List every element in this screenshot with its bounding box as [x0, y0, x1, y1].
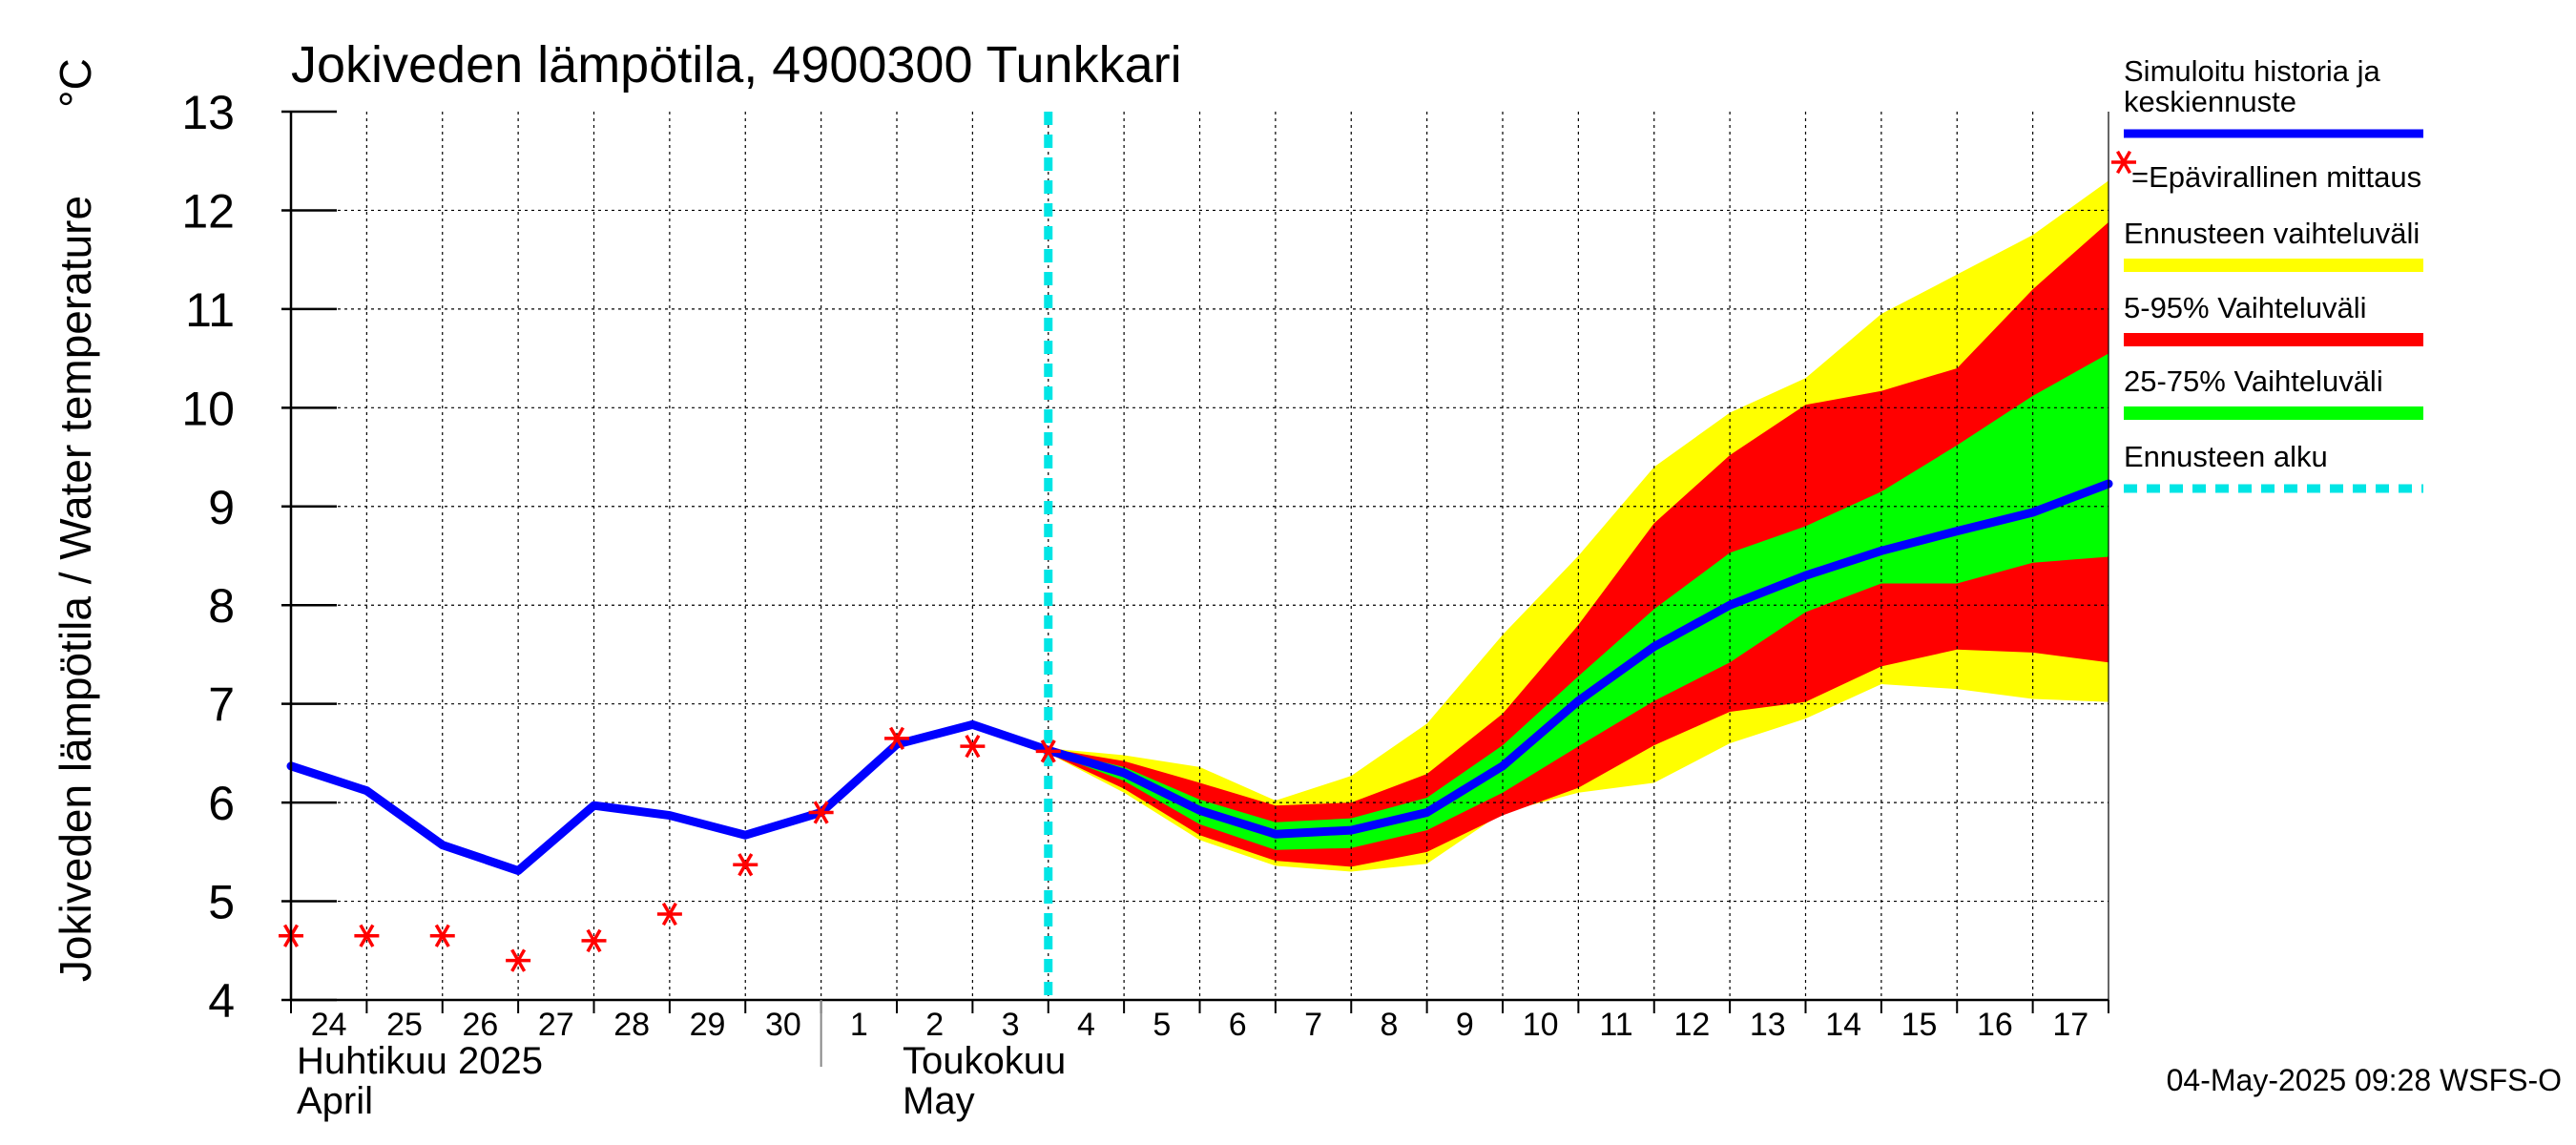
legend-item-5: Ennusteen alku [2124, 440, 2423, 493]
timestamp: 04-May-2025 09:28 WSFS-O [2167, 1063, 2562, 1097]
x-tick-label: 25 [386, 1007, 423, 1043]
plot-area [279, 112, 2113, 1000]
x-tick-label: 27 [538, 1007, 574, 1043]
legend-label: 25-75% Vaihteluväli [2124, 364, 2383, 398]
x-tick-label: 12 [1674, 1007, 1711, 1043]
x-tick-label: 26 [463, 1007, 499, 1043]
legend-label: =Epävirallinen mittaus [2131, 160, 2421, 194]
y-axis-label: Jokiveden lämpötila / Water temperature [51, 196, 100, 982]
month-label-en-0: April [297, 1080, 373, 1122]
y-tick-label: 6 [208, 777, 235, 830]
x-tick-label: 1 [850, 1007, 868, 1043]
chart-title: Jokiveden lämpötila, 4900300 Tunkkari [291, 36, 1182, 94]
y-tick-label: 5 [208, 876, 235, 929]
band-0 [1048, 180, 2109, 872]
x-tick-label: 8 [1380, 1007, 1398, 1043]
x-tick-label: 4 [1077, 1007, 1095, 1043]
y-axis-unit: °C [51, 58, 100, 108]
legend-label: keskiennuste [2124, 85, 2296, 118]
measurement-marker [733, 853, 758, 877]
y-tick-label: 13 [181, 86, 235, 139]
measurement-marker [808, 801, 834, 824]
y-tick-label: 10 [181, 382, 235, 435]
y-tick-label: 4 [208, 974, 235, 1028]
month-label-fi-1: Toukokuu [903, 1040, 1066, 1082]
legend-swatch [2111, 150, 2136, 175]
legend-label: Ennusteen alku [2124, 440, 2328, 473]
measurement-marker [1035, 739, 1061, 763]
y-tick-label: 7 [208, 678, 235, 732]
series-line-0 [286, 479, 2113, 875]
x-tick-label: 6 [1229, 1007, 1247, 1043]
legend-item-4: 25-75% Vaihteluväli [2124, 364, 2423, 420]
month-label-fi-0: Huhtikuu 2025 [297, 1040, 543, 1082]
x-tick-label: 3 [1002, 1007, 1020, 1043]
legend-item-2: Ennusteen vaihteluväli [2124, 217, 2423, 272]
y-tick-label: 8 [208, 579, 235, 633]
x-tick-label: 7 [1304, 1007, 1322, 1043]
x-tick-label: 16 [1977, 1007, 2013, 1043]
x-tick-label: 28 [613, 1007, 650, 1043]
measurement-marker [960, 735, 986, 759]
y-tick-label: 9 [208, 481, 235, 534]
x-tick-label: 13 [1750, 1007, 1786, 1043]
x-tick-label: 11 [1599, 1007, 1632, 1043]
legend-item-3: 5-95% Vaihteluväli [2124, 291, 2423, 346]
x-tick-label: 14 [1825, 1007, 1861, 1043]
y-tick-label: 12 [181, 184, 235, 238]
measurement-marker [656, 902, 682, 926]
measurement-marker [354, 924, 380, 947]
y-tick-label: 11 [185, 283, 235, 337]
legend-label: 5-95% Vaihteluväli [2124, 291, 2366, 324]
x-tick-label: 10 [1523, 1007, 1559, 1043]
legend-label: Simuloitu historia ja [2124, 54, 2381, 88]
x-tick-label: 24 [311, 1007, 347, 1043]
x-tick-label: 2 [925, 1007, 944, 1043]
measurement-marker [429, 924, 455, 947]
x-tick-label: 17 [2052, 1007, 2088, 1043]
x-tick-label: 30 [765, 1007, 801, 1043]
legend-item-1: =Epävirallinen mittaus [2111, 150, 2421, 194]
x-tick-label: 29 [690, 1007, 726, 1043]
month-label-en-1: May [903, 1080, 975, 1122]
x-tick-label: 9 [1456, 1007, 1474, 1043]
x-tick-label: 15 [1901, 1007, 1938, 1043]
legend-label: Ennusteen vaihteluväli [2124, 217, 2420, 250]
x-tick-label: 5 [1153, 1007, 1171, 1043]
measurement-marker [506, 948, 531, 972]
measurement-marker [884, 726, 909, 751]
measurement-marker [581, 928, 607, 953]
